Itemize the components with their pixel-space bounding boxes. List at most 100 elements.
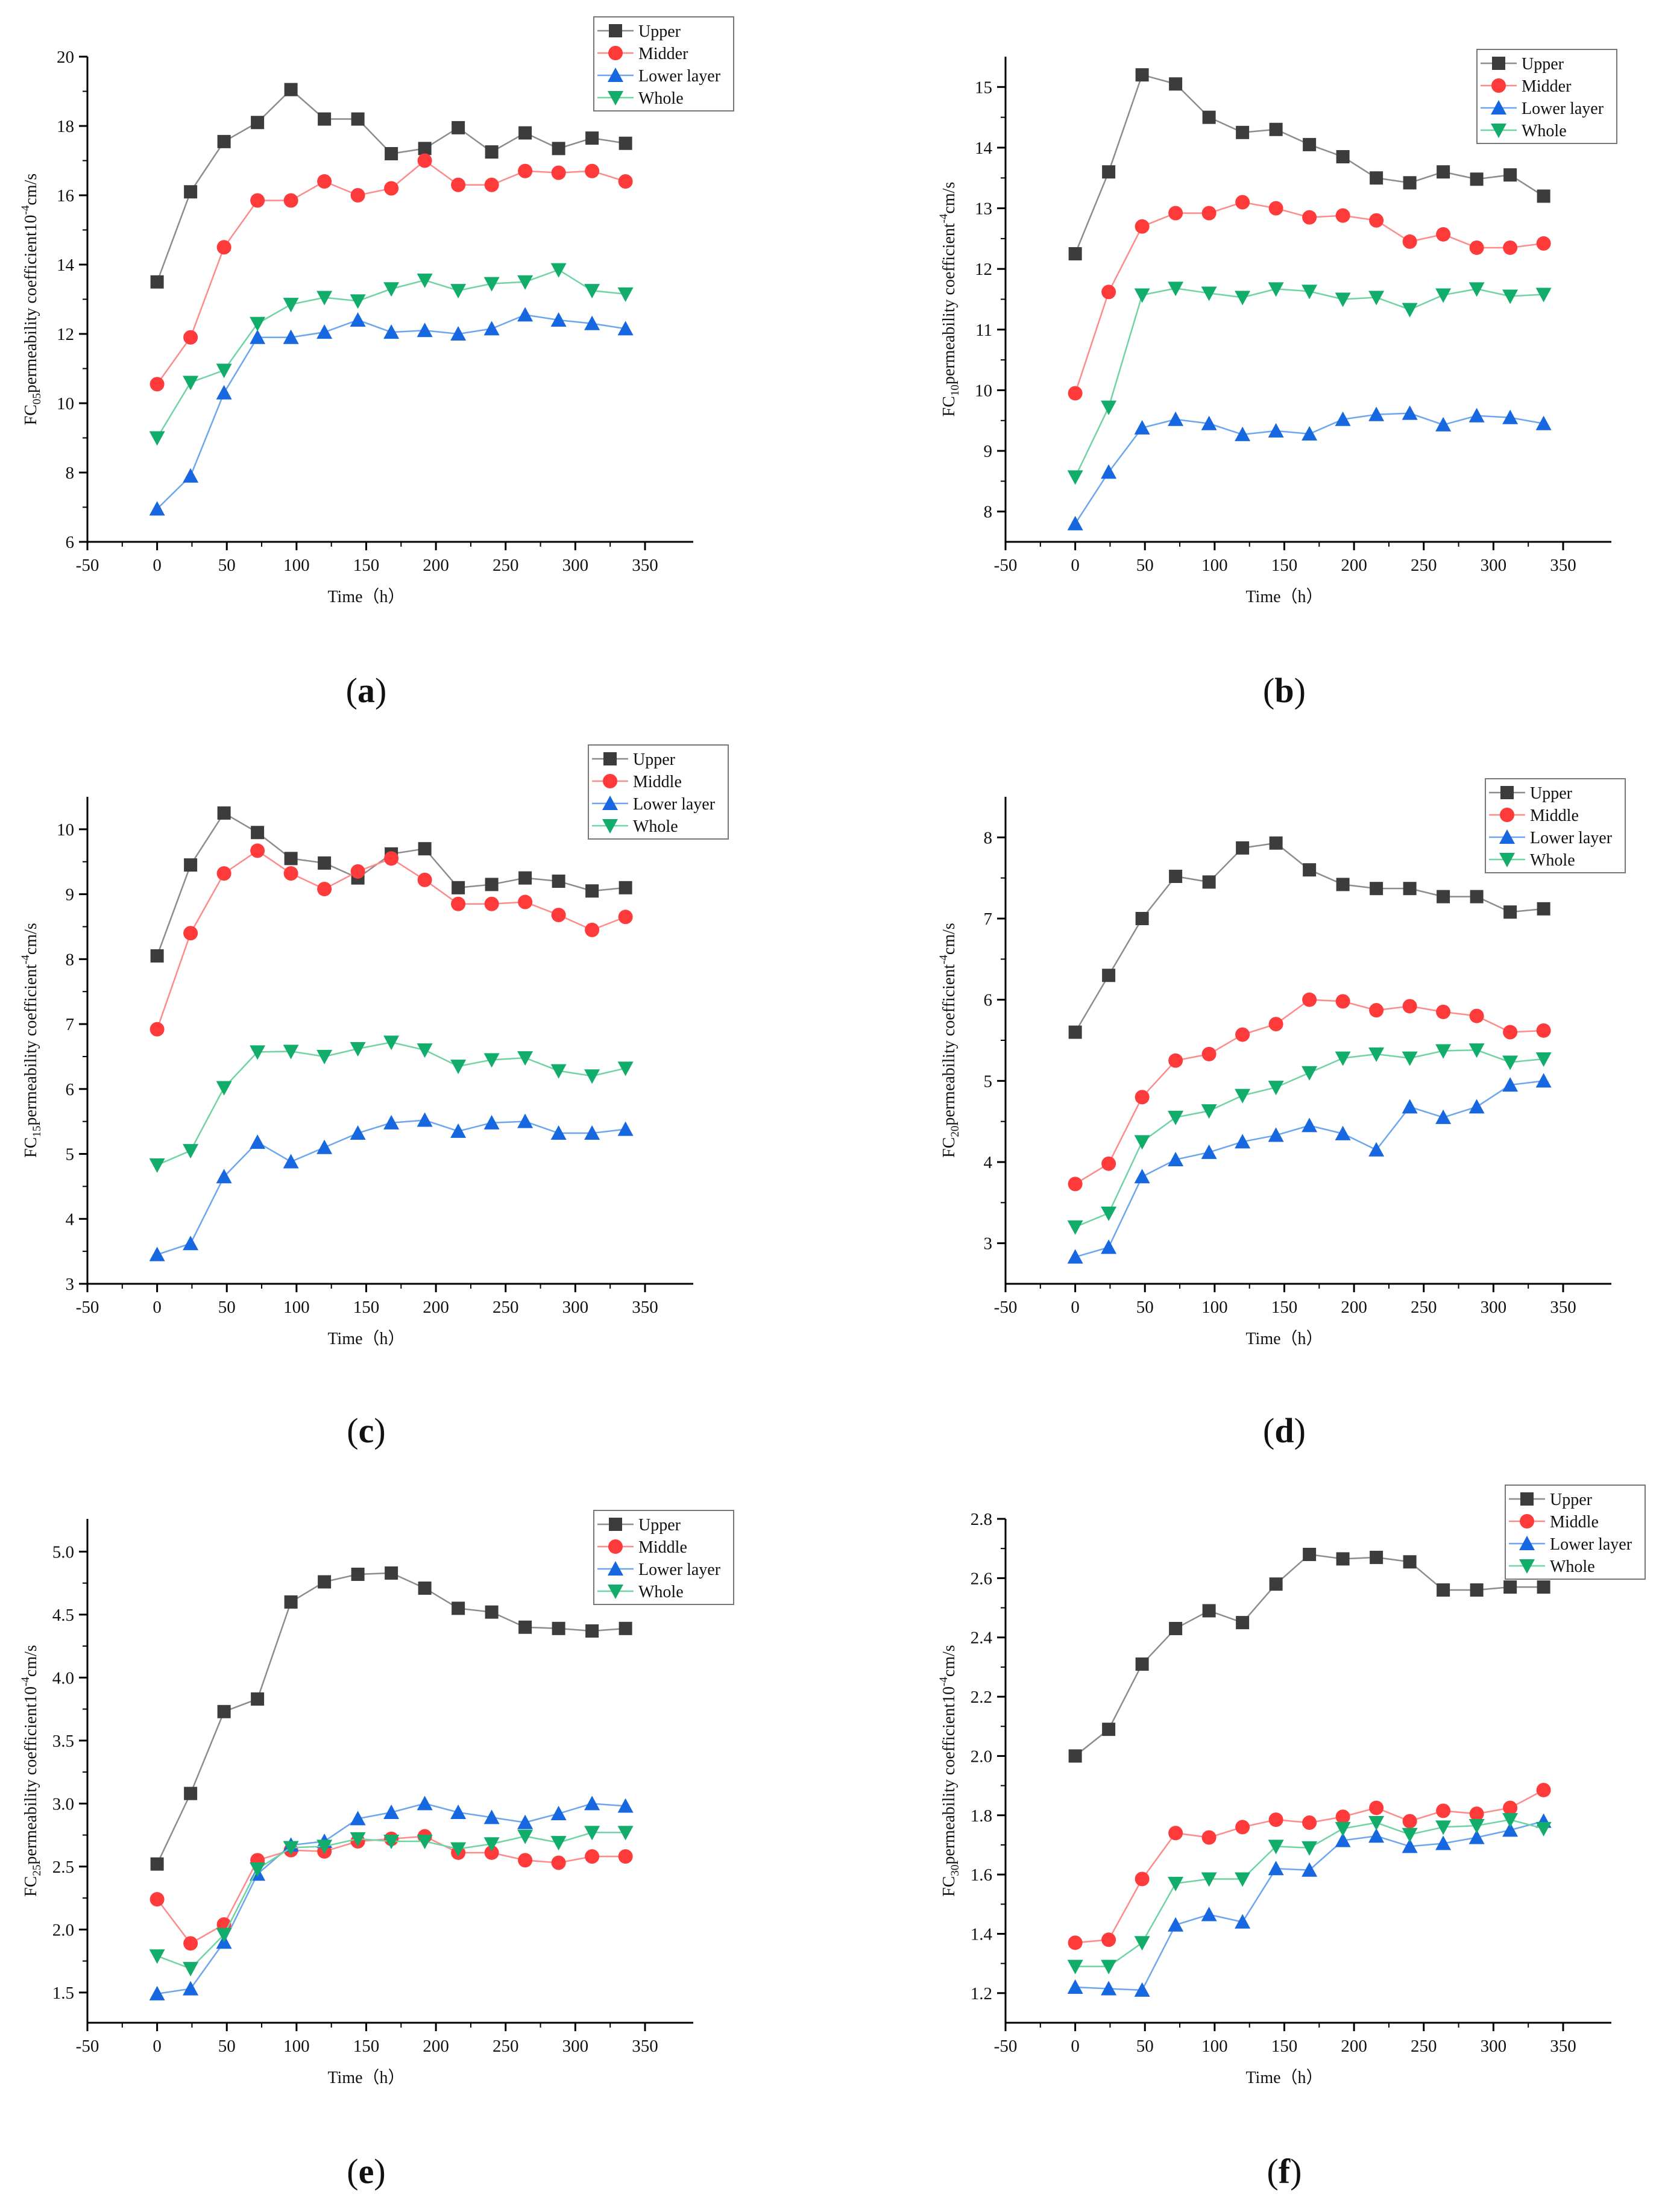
data-point	[216, 240, 231, 255]
series-line	[156, 314, 626, 510]
data-point	[585, 1849, 600, 1864]
data-point	[183, 375, 199, 391]
data-point	[183, 1236, 199, 1251]
data-point	[316, 1139, 333, 1154]
data-point	[283, 329, 299, 344]
y-label-main: permeability coefficient10	[22, 215, 40, 393]
data-point	[318, 1575, 332, 1589]
data-point	[250, 1134, 266, 1149]
caption-letter: d	[1274, 1411, 1294, 1450]
data-point	[1335, 1809, 1350, 1824]
data-point	[550, 312, 567, 327]
data-point	[617, 1798, 634, 1813]
x-tick-label: 150	[1271, 1298, 1298, 1317]
data-point	[350, 864, 365, 879]
x-tick-label: 350	[1550, 2037, 1576, 2056]
data-point	[1335, 1832, 1351, 1847]
x-tick-label: -50	[76, 1298, 99, 1317]
data-point	[1435, 1044, 1452, 1059]
data-point	[1469, 1806, 1484, 1821]
y-label-prefix: FC	[940, 1876, 958, 1897]
series-line	[156, 1572, 626, 1865]
data-point	[216, 1928, 232, 1943]
data-point	[217, 134, 231, 148]
data-point	[584, 1125, 600, 1140]
x-axis-label: Time（h）	[1245, 587, 1323, 606]
x-tick-label: -50	[76, 556, 99, 575]
y-tick-label: 6	[984, 991, 993, 1010]
x-tick-label: -50	[994, 556, 1018, 575]
series-lower-layer	[149, 307, 634, 516]
y-tick-label: 9	[66, 885, 75, 905]
data-point	[452, 121, 465, 134]
data-point	[619, 136, 632, 150]
y-tick-label: 4	[66, 1210, 75, 1229]
y-label-prefix: FC	[22, 1876, 40, 1897]
y-label-subscript: 10	[949, 385, 962, 396]
data-point	[617, 1121, 634, 1136]
data-point	[450, 284, 467, 299]
legend-marker	[1499, 829, 1515, 844]
data-point	[149, 1949, 165, 1964]
data-point	[1535, 1073, 1552, 1088]
y-tick-label: 2.8	[971, 1510, 992, 1529]
data-point	[617, 287, 634, 302]
data-point	[518, 871, 532, 885]
data-point	[384, 851, 399, 866]
x-tick-label: 50	[1136, 2037, 1154, 2056]
x-tick-label: 250	[493, 2037, 519, 2056]
legend: Upper Middle Lower layer Whole	[588, 744, 729, 840]
data-point	[385, 147, 398, 160]
data-point	[183, 1962, 199, 1977]
data-point	[585, 163, 600, 178]
legend-label: Upper	[638, 22, 681, 41]
legend-label: Upper	[1550, 1491, 1593, 1509]
y-tick-label: 14	[975, 139, 993, 158]
data-point	[584, 1069, 600, 1084]
data-point	[585, 131, 599, 145]
data-point	[283, 1841, 299, 1856]
x-tick-label: 0	[1071, 2037, 1080, 2056]
x-tick-label: 300	[1481, 2037, 1507, 2056]
data-point	[150, 949, 164, 963]
data-point	[1469, 1008, 1484, 1023]
caption-paren: )	[1294, 671, 1306, 710]
caption-paren: (	[347, 2152, 358, 2191]
y-tick-label: 3.5	[52, 1732, 74, 1751]
panel-caption: (f)	[1267, 2152, 1302, 2191]
y-tick-label: 5	[66, 1145, 75, 1164]
data-point	[1134, 1936, 1150, 1951]
data-point	[483, 1837, 500, 1852]
data-point	[149, 501, 165, 516]
data-point	[451, 896, 466, 911]
x-tick-label: 100	[283, 2037, 310, 2056]
caption-paren: )	[1294, 1411, 1306, 1450]
legend-marker	[1519, 1559, 1535, 1574]
chart-panel-a: -50 0 50 100 150 200 250 300 35068101214161820Ti…	[19, 16, 734, 710]
y-tick-label: 8	[66, 463, 75, 483]
x-tick-label: 100	[1201, 2037, 1228, 2056]
data-point	[619, 1621, 632, 1635]
x-tick-label: 150	[353, 1298, 380, 1317]
x-tick-label: 0	[1071, 1298, 1080, 1317]
data-point	[1368, 1816, 1385, 1831]
data-point	[1068, 386, 1083, 401]
data-point	[1302, 1841, 1318, 1856]
data-point	[1468, 1099, 1485, 1114]
y-tick-label: 2.0	[971, 1747, 992, 1766]
caption-letter: b	[1274, 671, 1294, 710]
data-point	[1201, 1906, 1217, 1921]
data-point	[351, 1567, 365, 1581]
data-point	[552, 142, 565, 156]
y-label-unit: cm/s	[22, 1645, 40, 1677]
data-point	[1068, 1935, 1083, 1950]
panel-caption: (d)	[1263, 1411, 1306, 1450]
data-point	[150, 1857, 164, 1871]
data-point	[452, 881, 465, 894]
y-label-subscript: 05	[31, 393, 43, 404]
legend-label: Middle	[633, 773, 682, 791]
y-tick-label: 2.2	[971, 1688, 992, 1707]
data-point	[1335, 292, 1351, 307]
x-tick-label: 50	[218, 1298, 236, 1317]
data-point	[450, 326, 467, 341]
